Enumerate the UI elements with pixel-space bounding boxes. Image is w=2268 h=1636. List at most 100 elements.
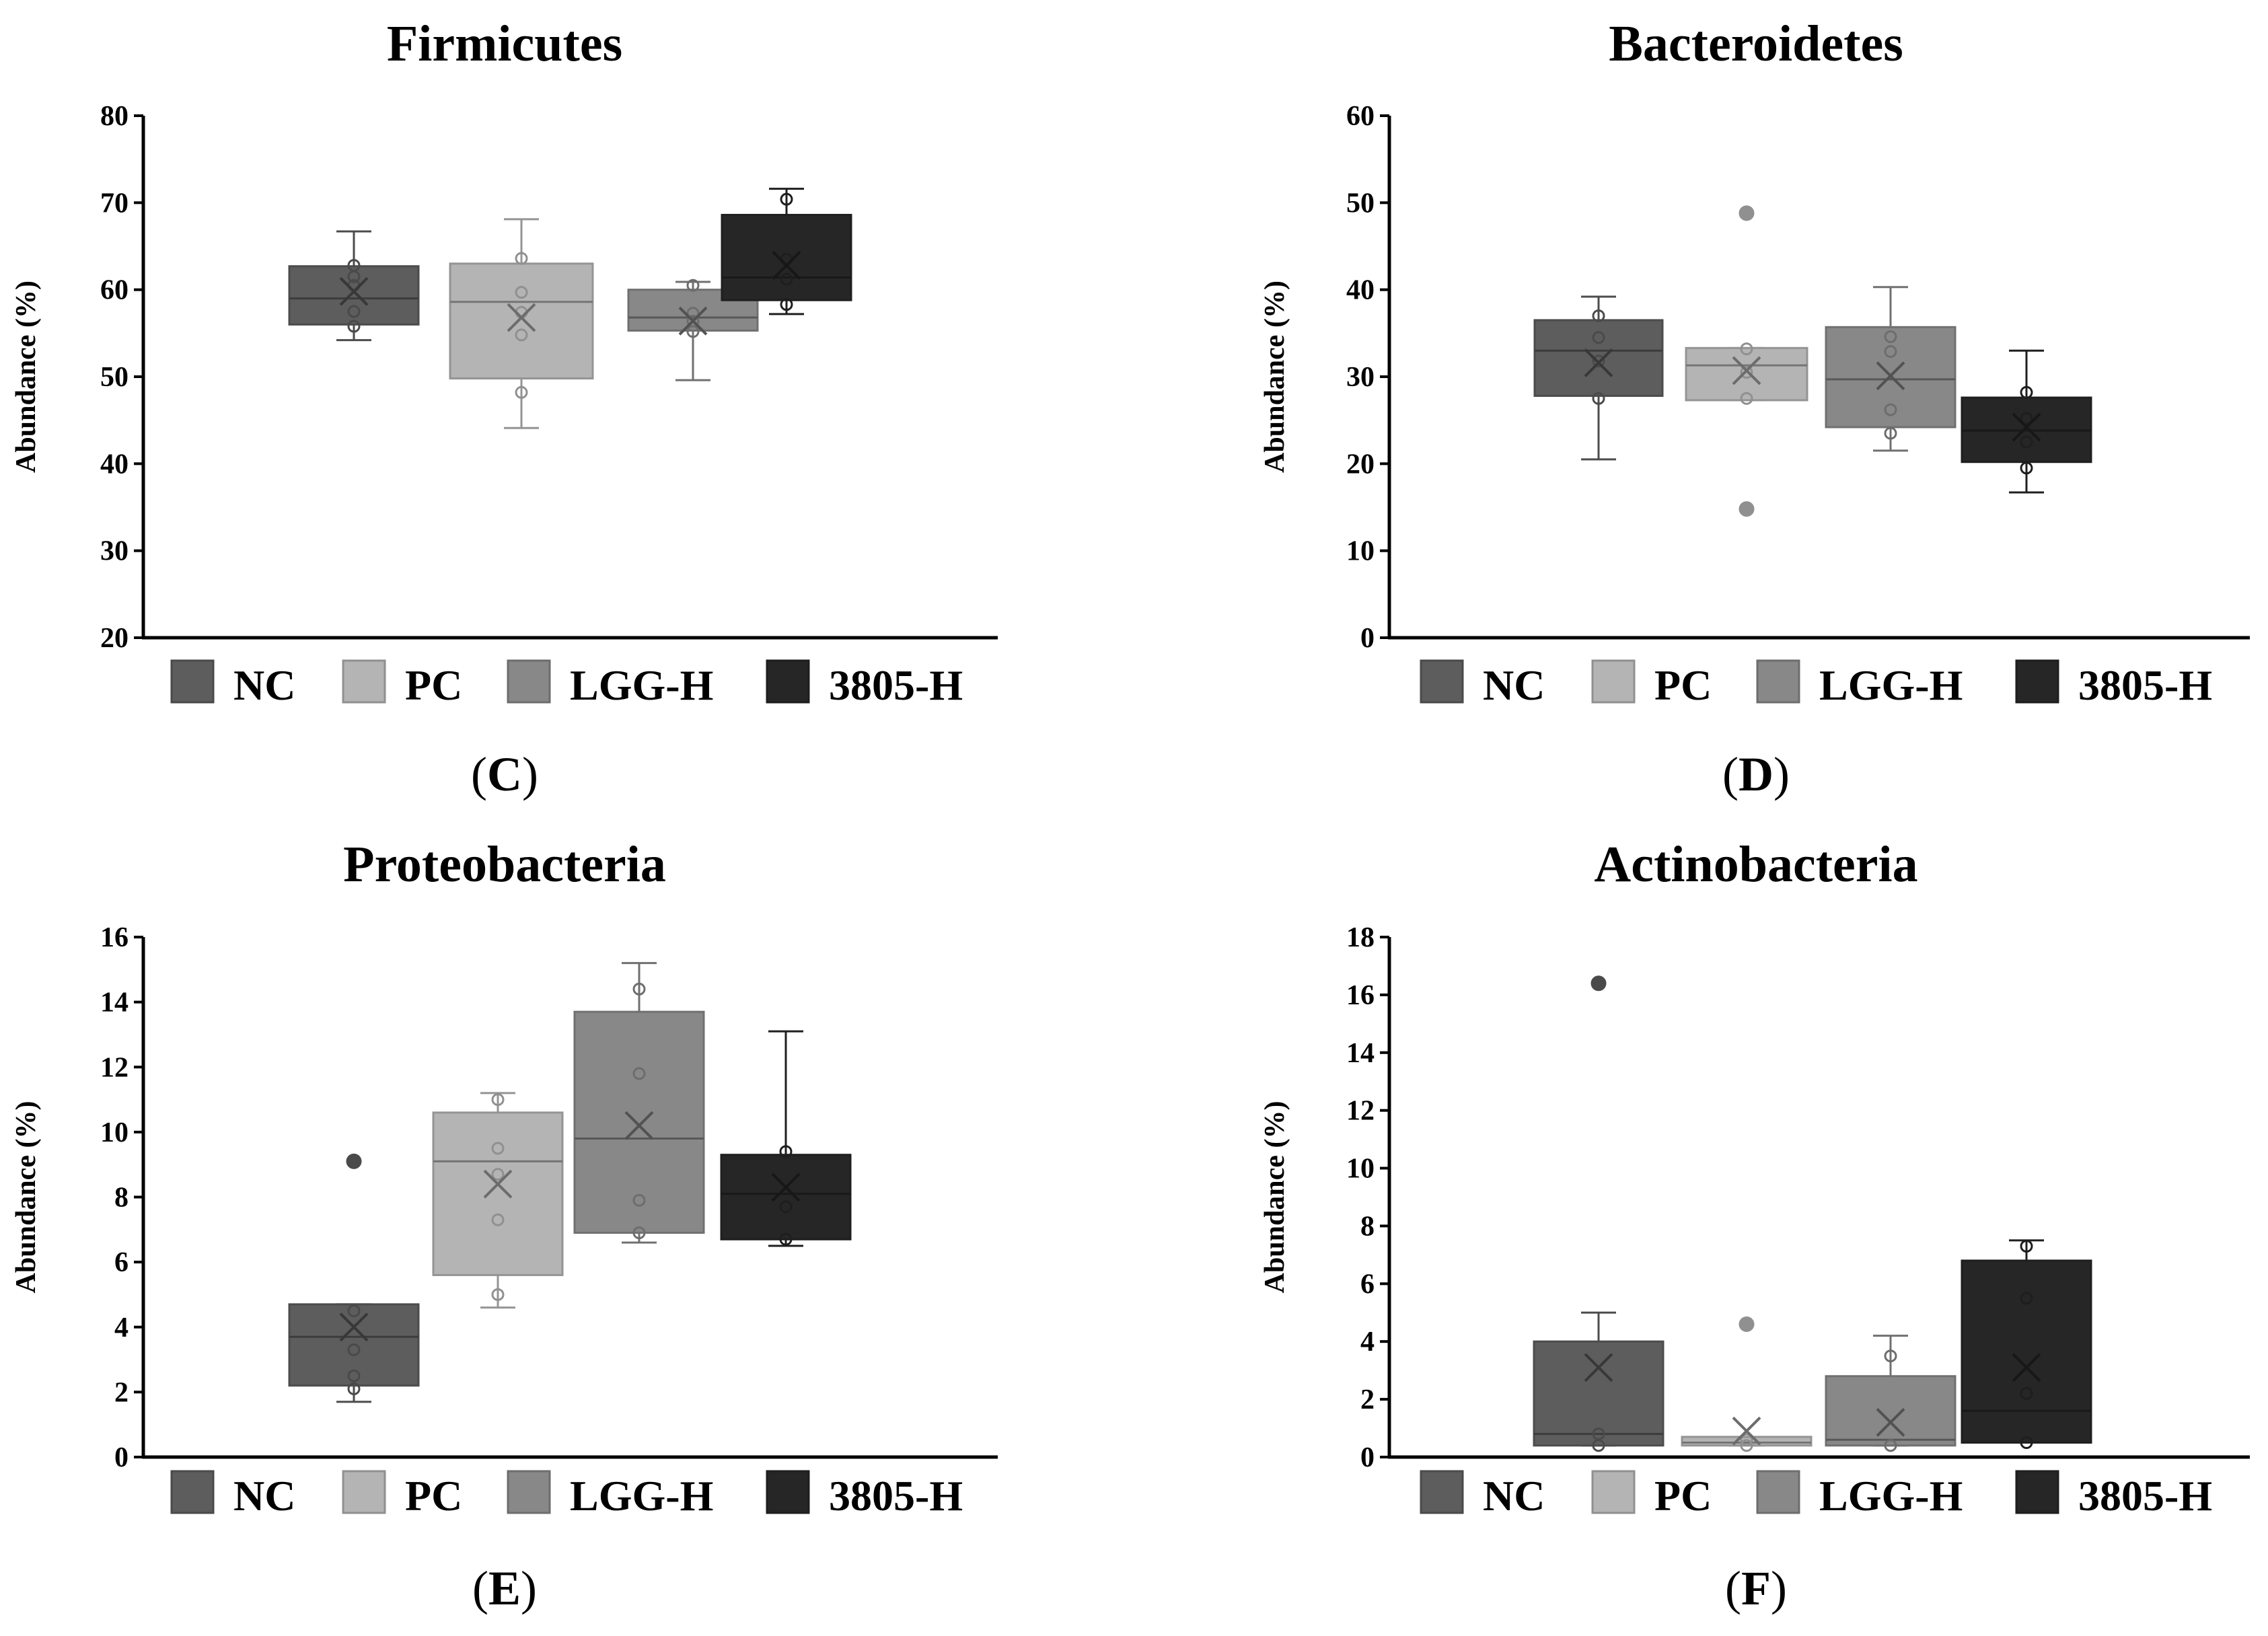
mean-marker <box>339 1312 369 1342</box>
legend-label-LGG-H: LGG-H <box>1819 1472 1963 1520</box>
y-tick-label: 0 <box>1360 623 1375 654</box>
legend: NC PC LGG-H 3805-H <box>1420 659 2212 709</box>
mean-marker <box>678 306 708 336</box>
mean-marker <box>507 303 536 332</box>
legend-label-3805-H: 3805-H <box>829 661 963 709</box>
data-point <box>515 286 528 299</box>
chart-title: Bacteroidetes <box>1609 15 1903 72</box>
iqr-box <box>573 1010 705 1234</box>
data-point <box>1884 344 1897 358</box>
legend-swatch-NC <box>1420 659 1464 704</box>
y-tick-label: 8 <box>114 1183 129 1214</box>
mean-marker <box>1584 1353 1613 1382</box>
data-point <box>2020 1240 2033 1253</box>
data-point <box>1884 426 1897 440</box>
y-tick-label: 16 <box>100 922 129 953</box>
box-3805-H <box>720 1030 852 1247</box>
box-NC <box>288 1153 420 1403</box>
data-point <box>779 1145 793 1158</box>
legend-label-PC: PC <box>1654 661 1712 709</box>
legend-swatch-NC <box>1420 1470 1464 1514</box>
y-tick-label: 30 <box>100 536 129 567</box>
mean-marker <box>1876 1408 1905 1437</box>
mean-marker <box>772 251 801 280</box>
legend: NC PC LGG-H 3805-H <box>1420 1470 2212 1520</box>
legend: NC PC LGG-H 3805-H <box>170 1470 963 1520</box>
data-point <box>2020 412 2033 425</box>
chart-panel-F: Actinobacteria Abundance (%) 0 2 4 6 8 10 12 14 16… <box>1259 836 2250 1615</box>
legend-label-NC: NC <box>233 661 295 709</box>
y-tick-label: 2 <box>114 1377 129 1408</box>
data-point <box>1884 403 1897 416</box>
y-tick-label: 8 <box>1360 1211 1375 1242</box>
legend-label-NC: NC <box>233 1472 295 1520</box>
data-point <box>686 307 700 320</box>
data-point <box>780 192 793 206</box>
y-tick-label: 40 <box>1346 275 1375 306</box>
outlier-point <box>1739 1316 1755 1332</box>
data-point <box>1740 366 1753 379</box>
legend-label-3805-H: 3805-H <box>2078 1472 2212 1520</box>
mean-marker <box>1876 361 1905 391</box>
box-LGG-H <box>573 962 705 1244</box>
panel-label: (E) <box>472 1561 537 1615</box>
y-tick-label: 14 <box>1346 1038 1375 1069</box>
data-point <box>1592 331 1605 344</box>
chart-panel-C: Firmicutes Abundance (%) 20 30 40 50 60 70 80 NC P… <box>11 15 998 801</box>
legend-label-NC: NC <box>1483 661 1545 709</box>
y-tick-label: 10 <box>100 1117 129 1148</box>
y-tick-label: 4 <box>114 1312 129 1343</box>
data-point <box>1884 1439 1897 1452</box>
y-tick-label: 60 <box>1346 101 1375 132</box>
iqr-box <box>721 213 852 301</box>
outlier-point <box>346 1153 362 1169</box>
iqr-box <box>288 265 420 326</box>
iqr-box <box>1961 1259 2092 1444</box>
outlier-point <box>1739 501 1755 517</box>
y-tick-label: 14 <box>100 988 129 1018</box>
y-tick-label: 10 <box>1346 1154 1375 1185</box>
box-LGG-H <box>1825 1335 1956 1452</box>
chart-title: Proteobacteria <box>343 836 666 893</box>
legend-swatch-LGG-H <box>507 1470 551 1514</box>
legend-swatch-3805-H <box>766 1470 810 1514</box>
y-tick-label: 18 <box>1346 922 1375 953</box>
data-point <box>347 305 361 318</box>
legend-swatch-PC <box>342 1470 386 1514</box>
y-tick-label: 40 <box>100 449 129 480</box>
legend-swatch-LGG-H <box>1756 1470 1800 1514</box>
legend-swatch-PC <box>1591 1470 1636 1514</box>
legend-label-PC: PC <box>405 1472 462 1520</box>
y-axis-label: Abundance (%) <box>1259 281 1290 473</box>
outlier-point <box>1739 205 1755 221</box>
mean-marker <box>339 276 369 306</box>
data-point <box>2020 435 2033 449</box>
chart-title: Actinobacteria <box>1594 836 1917 893</box>
data-point <box>2020 1387 2033 1401</box>
legend-swatch-LGG-H <box>507 659 551 704</box>
mean-marker <box>1732 356 1761 385</box>
legend-label-LGG-H: LGG-H <box>570 1472 713 1520</box>
legend-swatch-3805-H <box>2015 1470 2059 1514</box>
data-point <box>780 298 793 311</box>
data-point <box>1884 330 1897 344</box>
y-tick-label: 60 <box>100 275 129 306</box>
box-PC <box>1681 1316 1813 1452</box>
data-point <box>515 328 528 342</box>
data-point <box>1592 392 1605 405</box>
data-point <box>347 1369 361 1382</box>
y-tick-label: 6 <box>1360 1269 1375 1300</box>
legend-label-LGG-H: LGG-H <box>1819 661 1963 709</box>
y-tick-label: 20 <box>1346 449 1375 480</box>
mean-marker <box>483 1169 513 1199</box>
box-3805-H <box>1961 349 2092 494</box>
legend-swatch-PC <box>342 659 386 704</box>
data-point <box>779 1232 793 1246</box>
box-3805-H <box>721 188 852 315</box>
legend-label-3805-H: 3805-H <box>2078 661 2212 709</box>
data-point <box>515 385 528 399</box>
legend-label-LGG-H: LGG-H <box>570 661 713 709</box>
legend: NC PC LGG-H 3805-H <box>170 659 963 709</box>
data-point <box>491 1168 505 1181</box>
